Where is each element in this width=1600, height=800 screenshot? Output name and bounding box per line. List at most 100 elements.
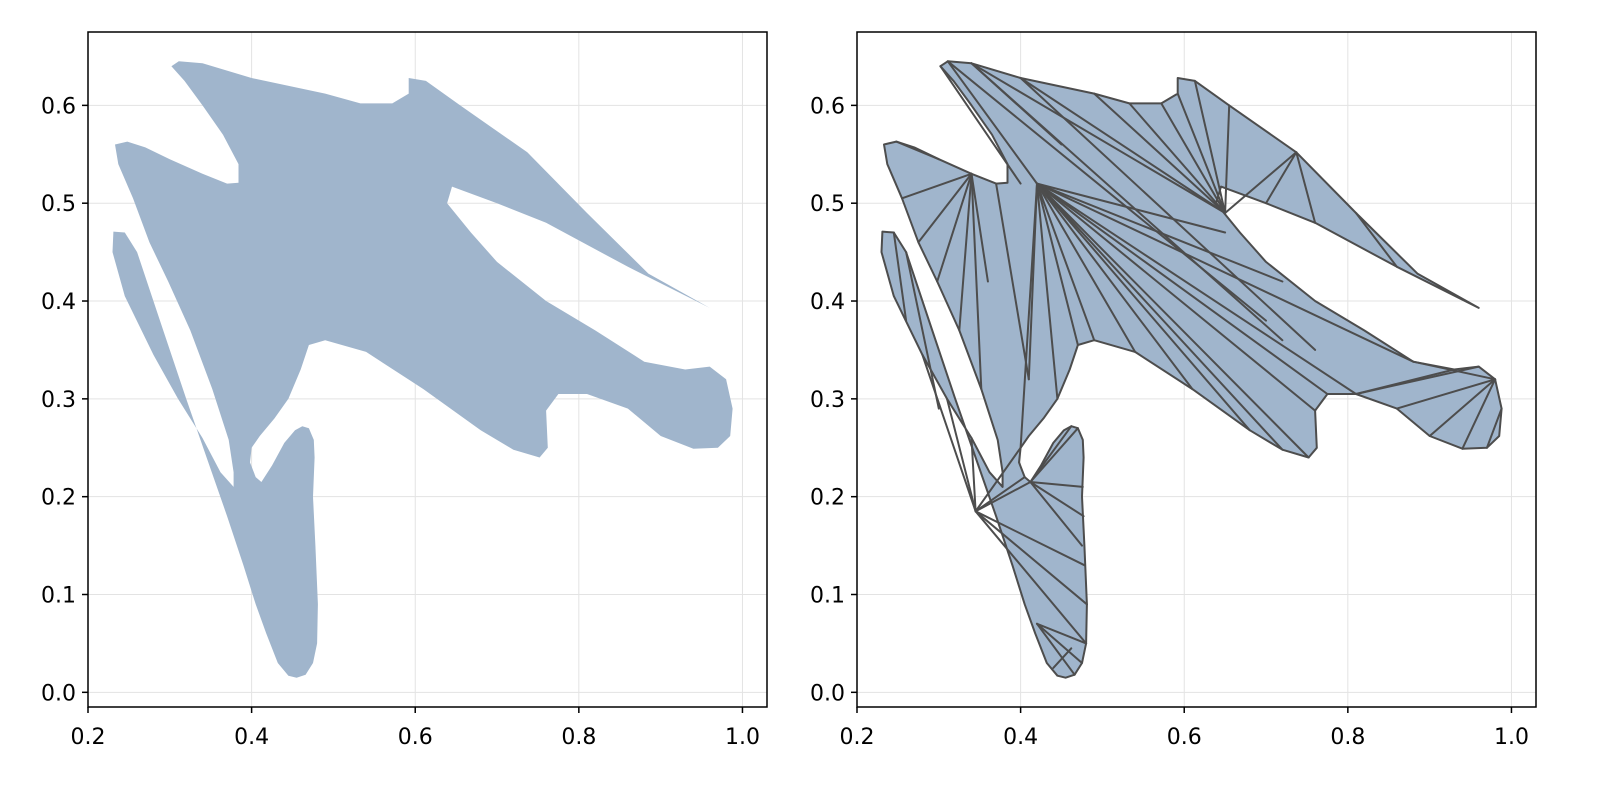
right-mesh-edge-60 (1029, 481, 1084, 488)
right-x-tick-label-3: 0.8 (1330, 725, 1365, 750)
left-y-tick-label-5: 0.5 (41, 192, 76, 217)
right-mesh-edge-13 (1265, 151, 1298, 205)
right-mesh-edge-21 (1036, 182, 1357, 395)
right-mesh-edge-9 (1193, 79, 1227, 214)
right-mesh-edge-40 (901, 172, 973, 200)
right-mesh-edge-27 (1036, 182, 1194, 391)
right-y-tick-label-1: 0.1 (810, 584, 845, 609)
left-y-tick-label-3: 0.3 (41, 388, 76, 413)
right-x-tick-label-4: 1.0 (1494, 725, 1529, 750)
right-mesh-edge-0 (939, 65, 1022, 185)
right-mesh-edge-11 (1224, 151, 1298, 214)
left-y-tick-label-1: 0.1 (41, 584, 76, 609)
right-panel: 0.2 0.4 0.6 0.8 1.0 0.0 0.1 0.2 0.3 0.4 0.5 0.6 (810, 31, 1537, 750)
right-mesh-edge-39 (917, 172, 973, 244)
right-mesh-edge-58 (974, 510, 1088, 606)
right-mesh-edge-42 (1395, 378, 1497, 410)
right-mesh-edge-17 (1019, 77, 1317, 351)
right-plot-area (880, 60, 1503, 679)
left-axes-frame (87, 31, 768, 708)
right-x-tick-label-0: 0.2 (840, 725, 875, 750)
right-mesh-edge-59 (974, 510, 1088, 645)
right-mesh-edge-31 (1036, 182, 1059, 400)
right-mesh-edge-14 (1355, 212, 1398, 268)
right-y-tick-label-0: 0.0 (810, 681, 845, 706)
right-mesh-edge-1 (946, 60, 1038, 185)
right-y-tick-label-5: 0.5 (810, 192, 845, 217)
right-y-tick-label-4: 0.4 (810, 290, 845, 315)
right-mesh-edge-62 (1029, 481, 1083, 547)
left-y-tick-label-0: 0.0 (41, 681, 76, 706)
right-mesh-edge-7 (1160, 102, 1227, 214)
right-mesh-edge-23 (1036, 182, 1317, 412)
left-panel: 0.2 0.4 0.6 0.8 1.0 0.0 0.1 0.2 0.3 0.4 0.5 0.6 (41, 31, 768, 750)
right-mesh-edge-49 (892, 231, 908, 322)
right-mesh-edge-67 (1036, 622, 1076, 676)
left-y-tick-label-4: 0.4 (41, 290, 76, 315)
left-shape-polygon (112, 61, 733, 678)
right-mesh-edge-20 (1036, 182, 1415, 363)
right-y-tick-label-2: 0.2 (810, 486, 845, 511)
right-mesh-edge-52 (946, 397, 977, 513)
left-x-tick-label-4: 1.0 (725, 725, 760, 750)
right-mesh-edge-16 (970, 62, 1284, 342)
right-mesh-edge-47 (1355, 368, 1456, 395)
left-x-axis: 0.2 0.4 0.6 0.8 1.0 (71, 707, 760, 750)
left-x-tick-label-2: 0.6 (398, 725, 433, 750)
right-mesh-edge-50 (905, 251, 940, 410)
right-mesh-edge-8 (1176, 92, 1227, 214)
right-mesh-edge-51 (921, 353, 977, 513)
right-mesh-edge-38 (936, 172, 973, 283)
right-mesh-edge-28 (1036, 182, 1137, 353)
right-mesh-edge-29 (1036, 182, 1096, 342)
right-mesh-edge-53 (970, 437, 977, 513)
right-mesh-edge-37 (958, 172, 973, 332)
right-x-tick-label-1: 0.4 (1003, 725, 1038, 750)
right-mesh-edge-66 (1036, 622, 1083, 664)
right-mesh-edge-56 (974, 481, 1032, 513)
right-mesh-edge-55 (974, 476, 1026, 513)
right-mesh-edge-63 (1029, 427, 1079, 483)
right-y-tick-label-3: 0.3 (810, 388, 845, 413)
right-mesh-edge-4 (1019, 77, 1227, 214)
left-x-tick-label-0: 0.2 (71, 725, 106, 750)
right-mesh-edge-57 (974, 510, 1086, 567)
right-mesh-edge-41 (895, 140, 940, 161)
right-mesh-edge-18 (1036, 182, 1227, 234)
right-mesh-edge-33 (1019, 182, 1038, 449)
left-x-tick-label-3: 0.8 (561, 725, 596, 750)
left-y-axis: 0.0 0.1 0.2 0.3 0.4 0.5 0.6 (41, 94, 88, 706)
right-x-tick-label-2: 0.6 (1167, 725, 1202, 750)
right-x-axis: 0.2 0.4 0.6 0.8 1.0 (840, 707, 1529, 750)
right-mesh-edge-3 (970, 62, 1227, 214)
right-mesh-edge-65 (1036, 622, 1088, 645)
right-mesh-edge-30 (1036, 182, 1079, 346)
right-y-axis: 0.0 0.1 0.2 0.3 0.4 0.5 0.6 (810, 94, 857, 706)
right-mesh-edge-35 (970, 172, 983, 391)
right-mesh-edge-64 (1029, 425, 1073, 483)
right-mesh-edge-48 (1485, 407, 1503, 449)
right-mesh-edge-68 (1052, 647, 1073, 669)
right-mesh-edge-43 (1428, 378, 1497, 437)
right-mesh-edge-61 (1029, 481, 1085, 518)
left-x-tick-label-1: 0.4 (234, 725, 269, 750)
right-mesh-edge-44 (1461, 378, 1497, 450)
right-mesh-edge-5 (1093, 92, 1227, 214)
right-mesh-edge-24 (1036, 182, 1310, 459)
right-y-tick-label-6: 0.6 (810, 94, 845, 119)
left-y-tick-label-2: 0.2 (41, 486, 76, 511)
left-plot-area (112, 61, 733, 678)
right-mesh-edge-25 (1036, 182, 1284, 451)
right-mesh-edge-34 (995, 182, 1030, 381)
right-mesh-edge-22 (1036, 182, 1329, 395)
right-mesh-edge-6 (1128, 102, 1227, 214)
right-mesh-edge-12 (1295, 151, 1317, 224)
right-mesh-edge-36 (970, 172, 989, 283)
right-mesh-edge-10 (1224, 104, 1231, 214)
right-axes-frame (856, 31, 1537, 708)
right-mesh-edge-19 (1036, 182, 1284, 283)
left-y-tick-label-6: 0.6 (41, 94, 76, 119)
right-mesh-edge-54 (974, 446, 1022, 513)
right-mesh-edge-26 (1036, 182, 1251, 432)
